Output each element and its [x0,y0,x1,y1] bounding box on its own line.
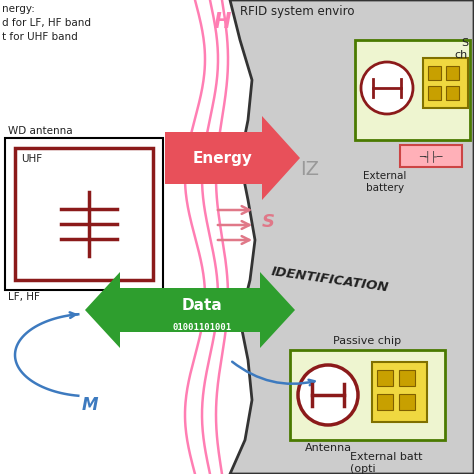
Text: External batt
(opti: External batt (opti [350,452,422,474]
FancyBboxPatch shape [15,148,153,280]
Text: M: M [82,396,98,414]
Text: UHF: UHF [21,154,42,164]
Text: ─┤├─: ─┤├─ [419,150,443,162]
FancyBboxPatch shape [377,370,393,386]
Polygon shape [230,0,474,474]
Text: t for UHF band: t for UHF band [2,32,78,42]
FancyBboxPatch shape [423,58,468,108]
FancyBboxPatch shape [446,86,459,100]
FancyBboxPatch shape [5,138,163,290]
Text: External
battery: External battery [363,171,407,192]
Text: S: S [262,213,275,231]
Text: H: H [213,12,231,32]
FancyBboxPatch shape [400,145,462,167]
Text: IDENTIFICATION: IDENTIFICATION [270,265,390,295]
Text: Energy: Energy [192,151,253,165]
FancyBboxPatch shape [446,66,459,80]
FancyBboxPatch shape [290,350,445,440]
Text: Data: Data [182,299,223,313]
Text: d for LF, HF band: d for LF, HF band [2,18,91,28]
FancyBboxPatch shape [377,394,393,410]
FancyBboxPatch shape [399,394,415,410]
Text: LF, HF: LF, HF [8,292,40,302]
FancyBboxPatch shape [399,370,415,386]
Text: S
ch: S ch [455,38,468,60]
Text: 01001101001: 01001101001 [173,323,232,332]
FancyBboxPatch shape [355,40,470,140]
Polygon shape [165,116,300,200]
Circle shape [298,365,358,425]
Text: RFID system enviro: RFID system enviro [240,5,355,18]
Circle shape [361,62,413,114]
Polygon shape [85,272,295,348]
Text: Antenna: Antenna [305,443,352,453]
FancyBboxPatch shape [372,362,427,422]
Text: Passive chip: Passive chip [333,336,401,346]
Text: IZ: IZ [301,160,319,179]
Text: WD antenna: WD antenna [8,126,73,136]
FancyBboxPatch shape [428,66,441,80]
Text: nergy:: nergy: [2,4,35,14]
FancyBboxPatch shape [428,86,441,100]
